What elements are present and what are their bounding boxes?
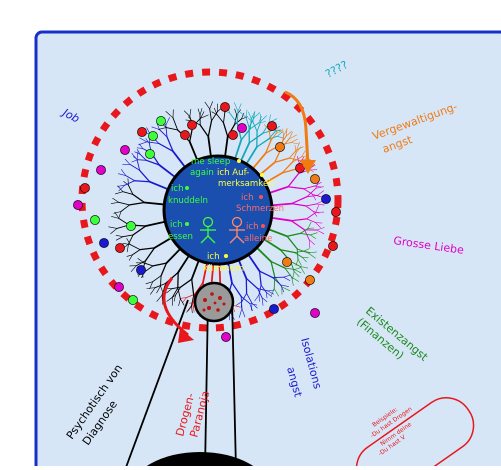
- core-knuddeln-2: knuddeln: [168, 196, 208, 206]
- core-sleep-1: me sleep: [191, 157, 230, 167]
- core-kuemmern-1: ich: [207, 252, 220, 262]
- branch-end-dot: [145, 149, 154, 158]
- branch-end-dot: [310, 174, 319, 183]
- branch-end-dot: [331, 207, 340, 216]
- branch-end-dot: [114, 282, 123, 291]
- core-auf-2: merksamkeit: [218, 179, 275, 189]
- branch-end-dot: [321, 194, 330, 203]
- core-auf-1: ich Auf-: [217, 168, 249, 178]
- branch-end-dot: [90, 215, 99, 224]
- branch-end-dot: [221, 332, 230, 341]
- core-essen-1: ich: [170, 220, 183, 230]
- core-schmerzen-2: Schmerzen: [236, 204, 284, 214]
- branch-end-dot: [267, 121, 276, 130]
- branch-segment: [138, 160, 147, 161]
- branch-end-dot: [115, 243, 124, 252]
- branch-end-dot: [156, 116, 165, 125]
- branch-end-dot: [220, 102, 229, 111]
- branch-end-dot: [187, 120, 196, 129]
- core-alleine-2: alleine: [244, 234, 272, 244]
- core-alleine-1: ich: [246, 222, 259, 232]
- branch-end-dot: [180, 130, 189, 139]
- branch-end-dot: [310, 308, 319, 317]
- branch-end-dot: [148, 131, 157, 140]
- core-knuddeln-1: ich: [171, 184, 184, 194]
- branch-end-dot: [305, 275, 314, 284]
- branch-end-dot: [237, 123, 246, 132]
- branch-end-dot: [99, 238, 108, 247]
- branch-end-dot: [128, 295, 137, 304]
- branch-end-dot: [96, 165, 105, 174]
- branch-end-dot: [136, 265, 145, 274]
- core-essen-2: essen: [168, 232, 193, 242]
- core-kuemmern-2: kümmern: [203, 264, 244, 274]
- branch-end-dot: [126, 221, 135, 230]
- core-sleep-2: again: [190, 168, 214, 178]
- branch-end-dot: [137, 127, 146, 136]
- branch-end-dot: [73, 200, 82, 209]
- branch-end-dot: [80, 183, 89, 192]
- core-schmerzen-1: ich: [241, 193, 254, 203]
- branch-end-dot: [328, 241, 337, 250]
- small-grey-circle: [195, 283, 233, 321]
- branch-end-dot: [282, 257, 291, 266]
- branch-segment: [161, 276, 162, 286]
- branch-end-dot: [275, 142, 284, 151]
- branch-end-dot: [228, 130, 237, 139]
- branch-end-dot: [120, 145, 129, 154]
- branch-end-dot: [269, 304, 278, 313]
